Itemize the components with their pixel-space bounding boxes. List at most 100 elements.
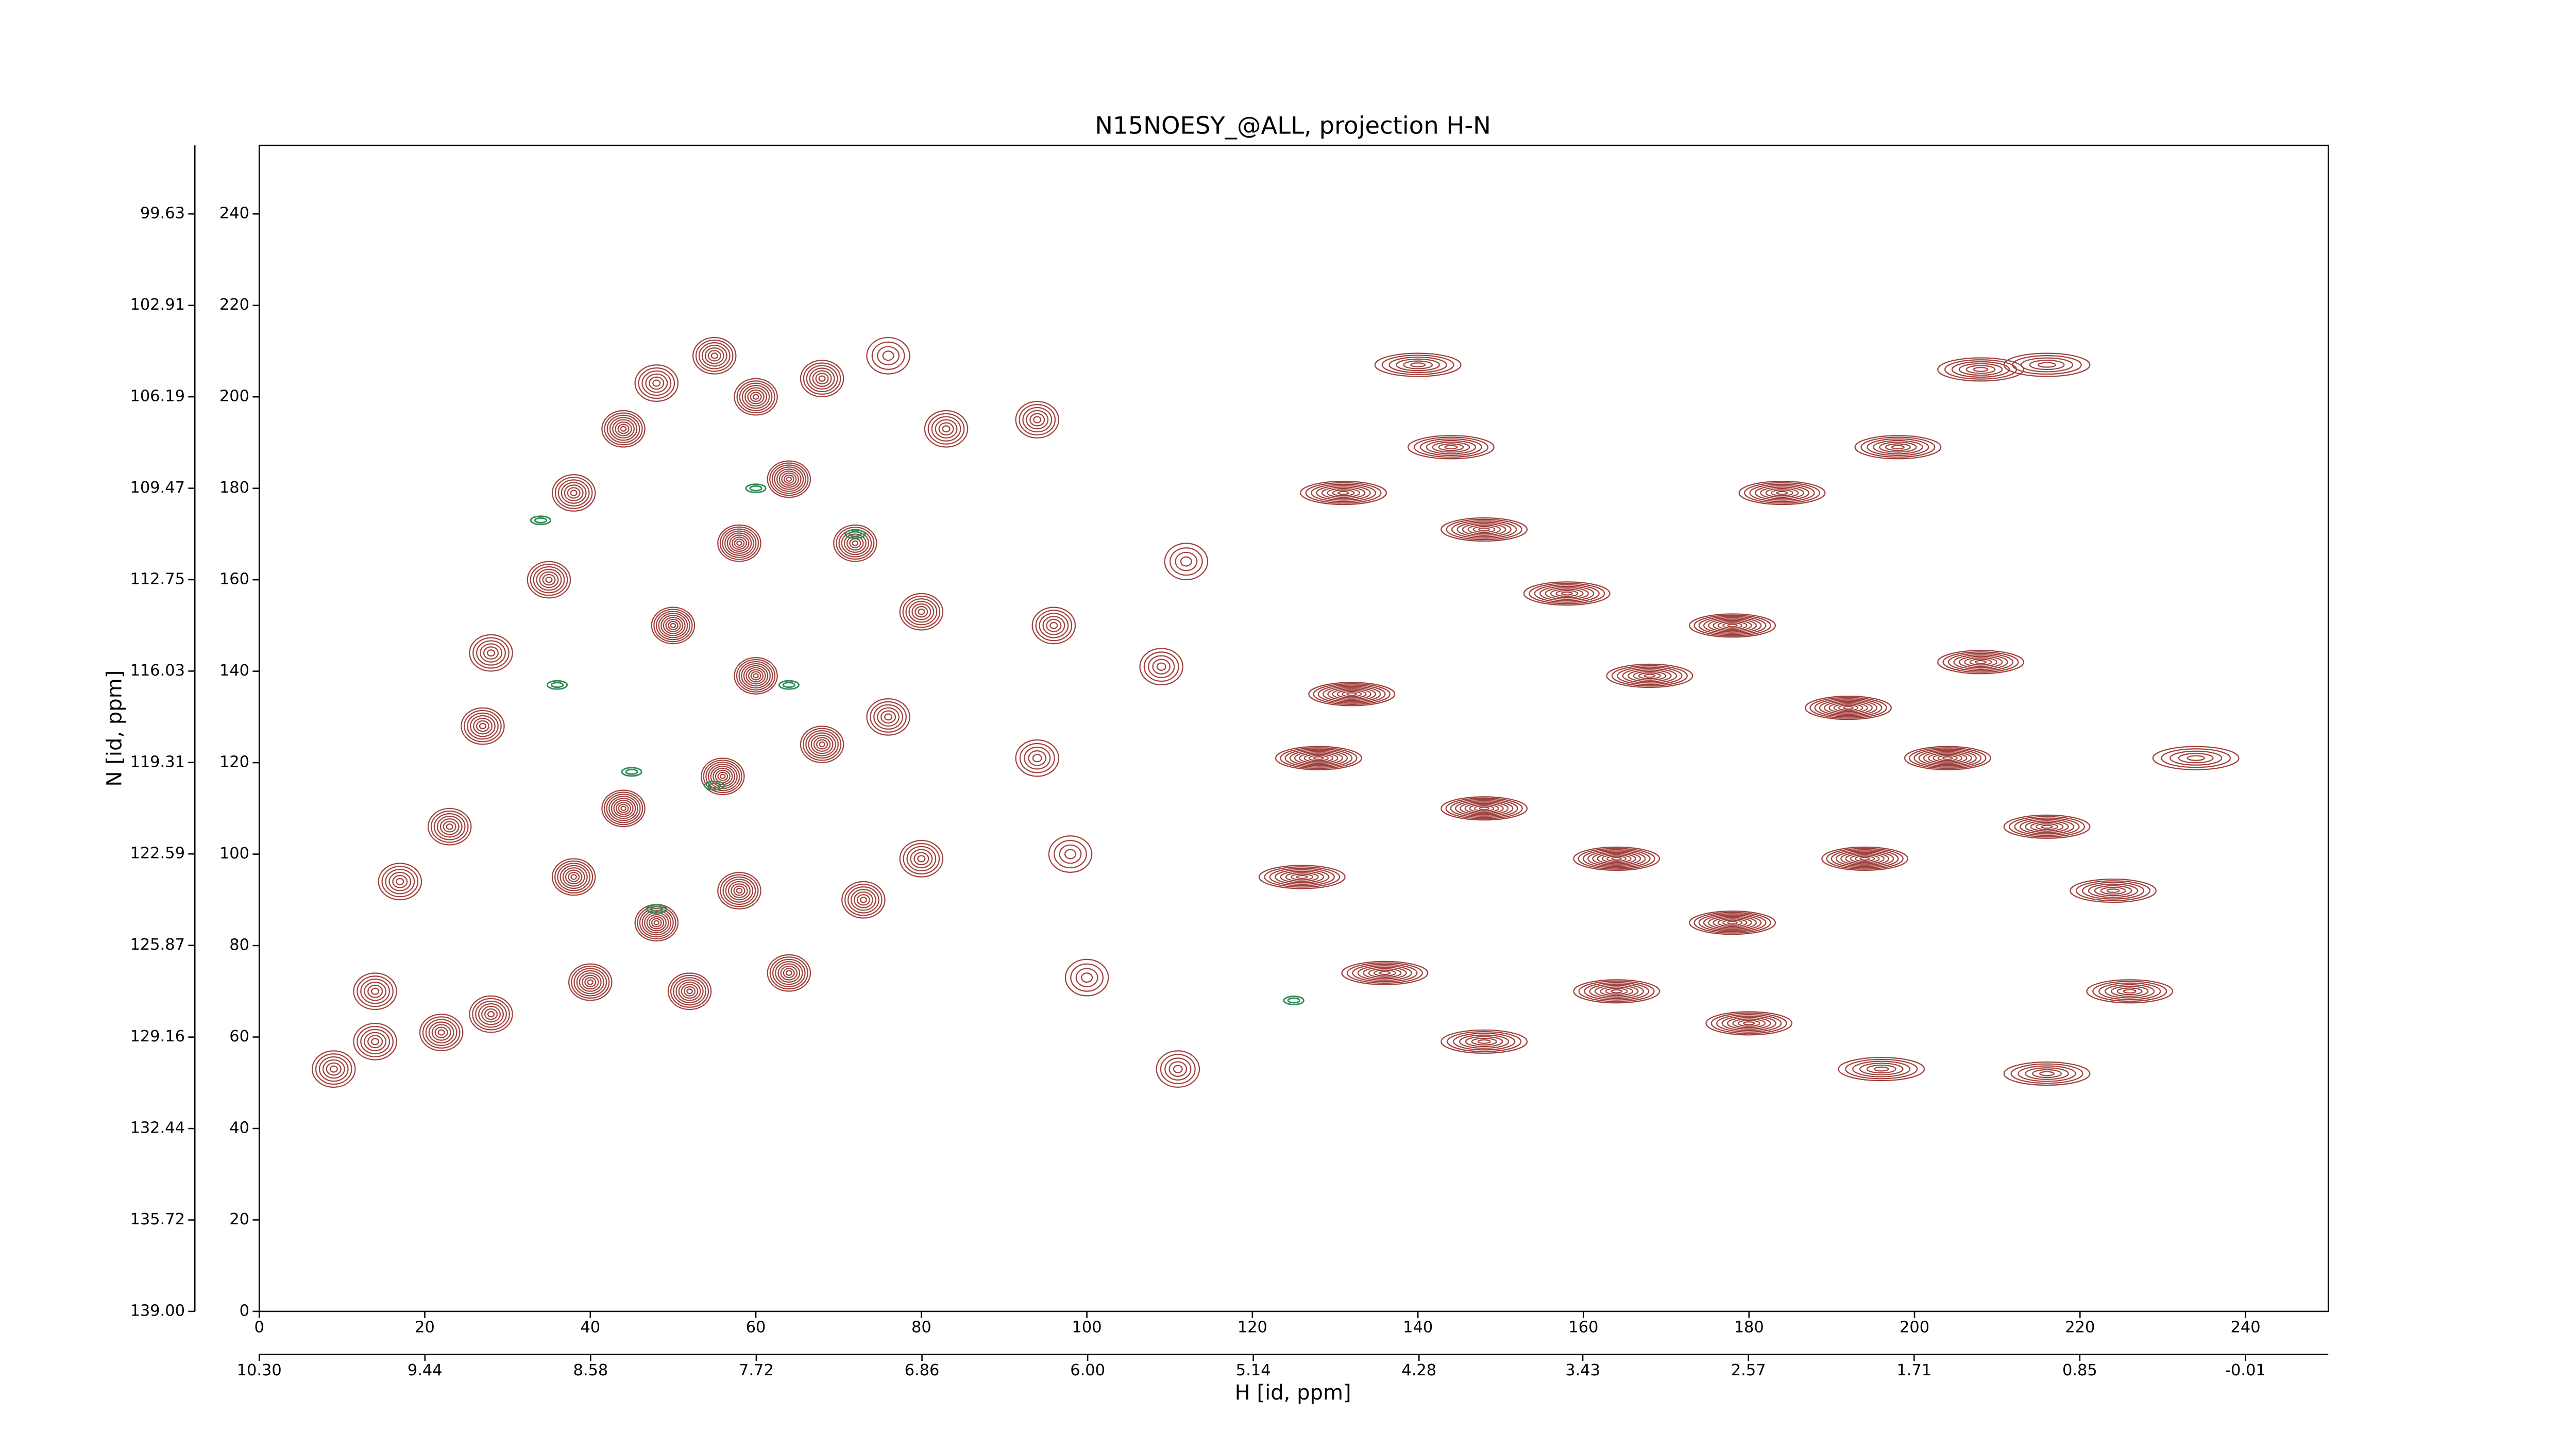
contour-ring bbox=[1737, 1020, 1760, 1027]
contour-ring bbox=[1152, 659, 1171, 675]
peak bbox=[841, 881, 886, 919]
contour-ring bbox=[906, 846, 937, 872]
chart-title: N15NOESY_@ALL, projection H-N bbox=[1095, 111, 1491, 139]
contour-ring bbox=[1937, 755, 1958, 762]
contour-ring bbox=[392, 874, 408, 888]
peak bbox=[2070, 878, 2157, 903]
contour-ring bbox=[1054, 839, 1087, 869]
x-axis-label: H [id, ppm] bbox=[1235, 1381, 1351, 1405]
contour-ring bbox=[1913, 748, 1982, 768]
contour-ring bbox=[701, 345, 727, 367]
contour-ring bbox=[318, 1056, 349, 1082]
contour-ring bbox=[1327, 487, 1360, 498]
contour-ring bbox=[1446, 518, 1522, 541]
contour-ring bbox=[942, 425, 951, 433]
x-tick-label: 40 bbox=[580, 1318, 600, 1336]
contour-ring bbox=[378, 863, 422, 901]
contour-ring bbox=[1928, 752, 1968, 764]
contour-ring bbox=[1698, 616, 1767, 635]
contour-ring bbox=[2086, 979, 2174, 1004]
contour-ring bbox=[385, 869, 415, 895]
contour-ring bbox=[1717, 918, 1748, 928]
peak bbox=[1523, 581, 1611, 606]
contour-ring bbox=[1698, 913, 1767, 933]
contour-ring bbox=[1600, 986, 1634, 997]
contour-ring bbox=[568, 963, 613, 1001]
peak bbox=[311, 1050, 356, 1088]
contour-ring bbox=[813, 737, 831, 752]
contour-ring bbox=[2076, 880, 2151, 901]
contour-ring bbox=[611, 798, 636, 819]
contour-ring bbox=[1727, 624, 1738, 628]
contour-ring bbox=[1703, 914, 1762, 931]
contour-ring bbox=[364, 1032, 387, 1052]
contour-ring bbox=[554, 477, 593, 509]
contour-ring bbox=[1605, 988, 1628, 995]
contour-ring bbox=[464, 710, 502, 743]
contour-ring bbox=[1958, 363, 2003, 376]
contour-ring bbox=[620, 805, 626, 811]
contour-ring bbox=[646, 914, 667, 932]
contour-ring bbox=[360, 1029, 391, 1055]
contour-ring bbox=[818, 375, 826, 382]
contour-ring bbox=[658, 613, 688, 638]
contour-ring bbox=[2100, 887, 2126, 895]
contour-ring bbox=[1465, 1036, 1503, 1048]
contour-ring bbox=[1379, 971, 1391, 975]
contour-ring bbox=[557, 863, 591, 891]
contour-ring bbox=[783, 968, 795, 979]
contour-ring bbox=[639, 908, 674, 938]
contour-ring bbox=[1456, 521, 1512, 537]
contour-ring bbox=[1426, 440, 1477, 454]
contour-ring bbox=[736, 380, 775, 414]
y2-tick-label: 119.31 bbox=[130, 753, 185, 771]
x2-tick-label: 1.71 bbox=[1896, 1361, 1931, 1379]
contour-ring bbox=[1826, 848, 1904, 870]
peak bbox=[1407, 435, 1495, 460]
contour-ring bbox=[771, 464, 806, 494]
contour-ring bbox=[1689, 911, 1776, 935]
contour-ring bbox=[726, 532, 752, 554]
contour-ring bbox=[769, 462, 809, 496]
contour-ring bbox=[882, 350, 894, 361]
contour-ring bbox=[2014, 817, 2080, 836]
contour-ring bbox=[800, 360, 844, 398]
contour-ring bbox=[1357, 965, 1413, 981]
contour-ring bbox=[683, 986, 696, 997]
peak bbox=[1937, 650, 2024, 675]
contour-ring bbox=[819, 742, 825, 748]
contour-ring bbox=[776, 468, 802, 490]
contour-ring bbox=[533, 566, 565, 594]
negative-ring bbox=[550, 682, 564, 688]
contour-ring bbox=[536, 568, 562, 591]
contour-ring bbox=[2025, 1067, 2069, 1080]
contour-ring bbox=[1300, 480, 1387, 506]
contour-ring bbox=[1313, 683, 1391, 705]
peak bbox=[1705, 1011, 1793, 1036]
contour-ring bbox=[701, 757, 745, 796]
peak bbox=[1606, 663, 1693, 688]
contour-ring bbox=[1046, 618, 1062, 632]
contour-ring bbox=[2029, 359, 2065, 370]
contour-ring bbox=[1973, 367, 1989, 372]
contour-ring bbox=[478, 1003, 504, 1025]
x-tick-label: 200 bbox=[1900, 1318, 1929, 1336]
contour-ring bbox=[850, 889, 876, 911]
contour-ring bbox=[1342, 690, 1362, 698]
contour-ring bbox=[651, 918, 662, 928]
contour-ring bbox=[1944, 359, 2018, 380]
contour-ring bbox=[667, 972, 712, 1010]
contour-ring bbox=[2020, 357, 2074, 373]
contour-ring bbox=[913, 852, 929, 866]
contour-ring bbox=[1721, 1015, 1776, 1032]
contour-ring bbox=[1453, 1033, 1516, 1051]
contour-ring bbox=[1070, 963, 1104, 992]
contour-ring bbox=[1539, 585, 1595, 601]
contour-ring bbox=[1341, 961, 1429, 985]
contour-ring bbox=[472, 998, 510, 1031]
contour-ring bbox=[1275, 746, 1362, 770]
peak bbox=[1031, 606, 1076, 645]
contour-ring bbox=[1445, 797, 1523, 819]
contour-ring bbox=[1633, 670, 1667, 681]
contour-ring bbox=[1459, 1034, 1510, 1049]
